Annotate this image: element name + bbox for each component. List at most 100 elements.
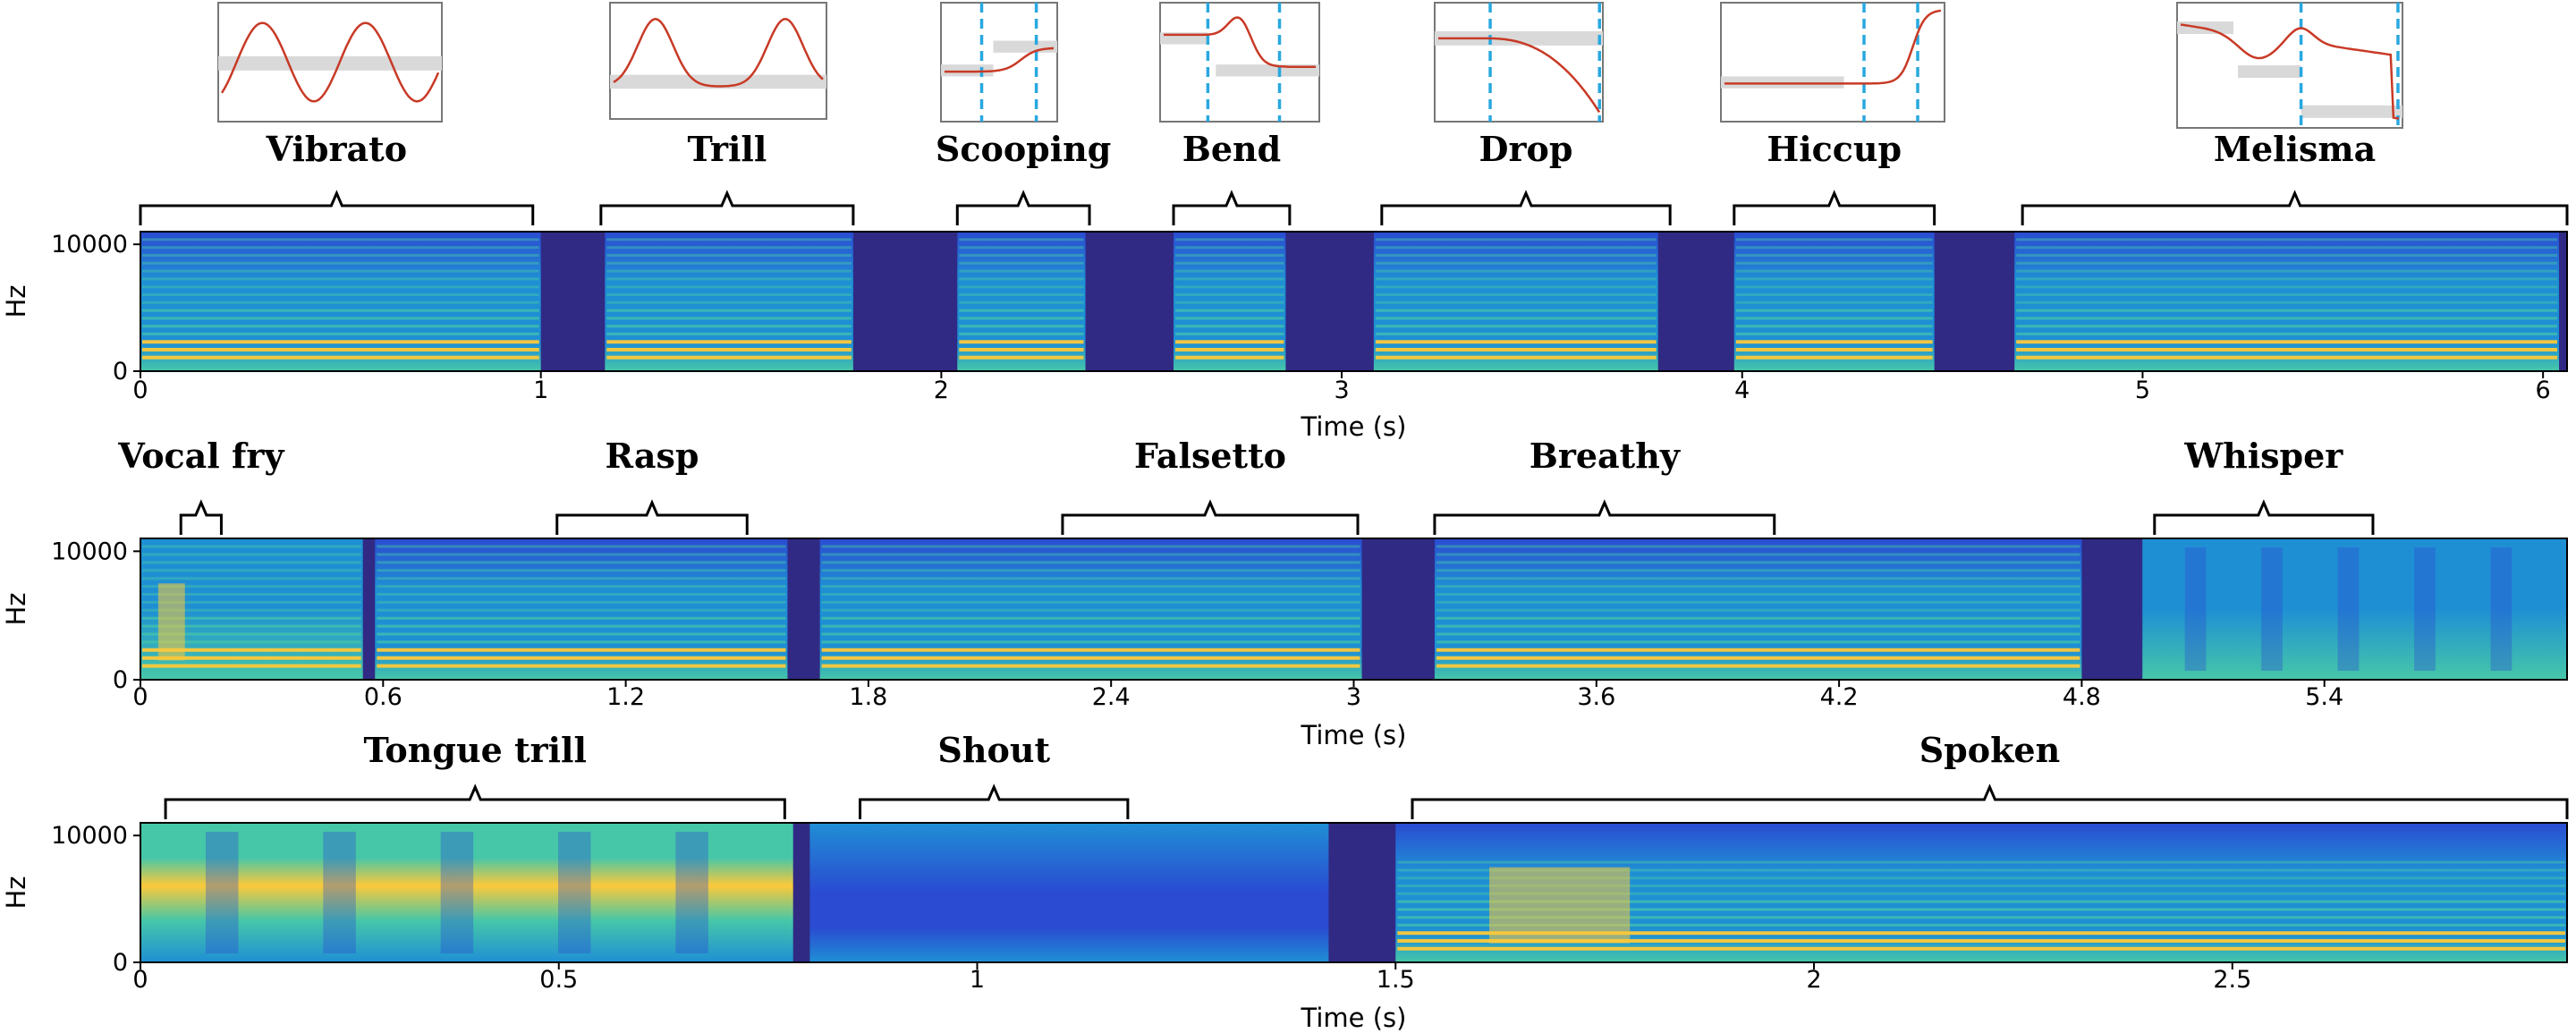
x-tick-label: 3 bbox=[1334, 377, 1349, 404]
segment-breathy bbox=[1434, 538, 2082, 680]
segment-shout bbox=[809, 823, 1329, 962]
segment-bend bbox=[1174, 232, 1286, 371]
pitch-contour bbox=[2180, 23, 2400, 120]
bracket-scooping bbox=[955, 190, 1091, 225]
y-tick-label: 10000 bbox=[51, 231, 128, 258]
thumbnail-scooping bbox=[940, 2, 1058, 123]
label-bend: Bend bbox=[1182, 129, 1282, 169]
segment-energy bbox=[140, 823, 793, 962]
label-breathy: Breathy bbox=[1530, 436, 1681, 476]
spectrogram-area bbox=[140, 538, 2567, 680]
segment-energy bbox=[819, 538, 1362, 680]
bracket-whisper bbox=[2153, 499, 2375, 535]
spectrogram-area bbox=[140, 232, 2560, 371]
pitch-contour bbox=[613, 17, 824, 88]
x-tick-label: 4.2 bbox=[1820, 683, 1859, 711]
label-whisper: Whisper bbox=[2183, 436, 2343, 476]
segment-drop bbox=[1373, 232, 1658, 371]
target-note-band bbox=[993, 40, 1057, 53]
x-tick-label: 1 bbox=[970, 966, 985, 994]
noise-stripe bbox=[205, 832, 239, 953]
segment-trill bbox=[605, 232, 853, 371]
y-tick-label: 0 bbox=[113, 666, 128, 694]
label-melisma: Melisma bbox=[2214, 129, 2376, 169]
formant-blob bbox=[1489, 867, 1631, 944]
y-tick-label: 10000 bbox=[51, 822, 128, 850]
x-tick-label: 0.6 bbox=[364, 683, 402, 711]
segment-rasp bbox=[375, 538, 788, 680]
bracket-trill bbox=[599, 190, 855, 225]
pitch-contour bbox=[1164, 16, 1316, 69]
x-tick-label: 2 bbox=[934, 377, 949, 404]
thumbnail-frame bbox=[940, 2, 1058, 123]
x-tick-label: 0.5 bbox=[539, 966, 578, 994]
bracket-shout bbox=[859, 783, 1130, 819]
label-spoken: Spoken bbox=[1919, 730, 2061, 770]
spectrogram-row-2: 0 10000 Hz 0 0.6 1.2 1.8 2.4 3 3.6 4.2 4.8 5.4 Time (… bbox=[1, 436, 2568, 750]
spectrogram-area bbox=[140, 823, 2567, 962]
target-note-band bbox=[610, 74, 826, 89]
spectrogram-row-1: 0 10000 Hz 0 1 2 3 4 5 6 Time (s) Vibrato Trill Scoop… bbox=[1, 129, 2569, 442]
target-note-band bbox=[1721, 76, 1844, 89]
thumbnail-frame bbox=[1159, 2, 1320, 123]
x-tick-label: 3 bbox=[1346, 683, 1361, 711]
bracket-hiccup bbox=[1733, 190, 1936, 225]
formant-blob bbox=[157, 583, 185, 661]
segment-energy bbox=[375, 538, 788, 680]
segment-energy bbox=[809, 823, 1329, 962]
y-tick-label: 0 bbox=[113, 949, 128, 977]
bracket-drop bbox=[1380, 190, 1672, 225]
axes-frame bbox=[140, 231, 2568, 372]
x-tick-label: 1.5 bbox=[1377, 966, 1415, 994]
x-tick-label: 1 bbox=[533, 377, 548, 404]
x-tick-label: 2.5 bbox=[2213, 966, 2251, 994]
y-axis-label: Hz bbox=[1, 284, 31, 318]
noise-stripe bbox=[558, 832, 591, 953]
x-tick-label: 0 bbox=[132, 377, 148, 404]
thumbnail-frame bbox=[1434, 2, 1604, 123]
bracket-vocal-fry bbox=[179, 499, 223, 535]
segment-whisper bbox=[2142, 538, 2567, 680]
noise-stripe bbox=[2414, 547, 2436, 671]
target-note-band bbox=[2301, 105, 2402, 118]
thumbnail-bend bbox=[1159, 2, 1320, 123]
label-drop: Drop bbox=[1479, 129, 1573, 169]
thumbnail-hiccup bbox=[1720, 2, 1945, 123]
target-note-band bbox=[2238, 65, 2301, 78]
thumbnail-frame bbox=[609, 2, 827, 120]
bracket-breathy bbox=[1433, 499, 1776, 535]
bracket-bend bbox=[1172, 190, 1292, 225]
noise-stripe bbox=[675, 832, 708, 953]
target-note-band bbox=[218, 55, 442, 71]
pitch-contour bbox=[1438, 37, 1601, 114]
segment-melisma bbox=[2014, 232, 2560, 371]
contour-thumbnails bbox=[217, 2, 2403, 129]
noise-stripe bbox=[2337, 547, 2360, 671]
bracket-vibrato bbox=[139, 190, 535, 225]
x-tick-label: 2 bbox=[1806, 966, 1821, 994]
x-tick-label: 1.8 bbox=[849, 683, 887, 711]
axes-frame bbox=[140, 822, 2568, 963]
x-tick-label: 5.4 bbox=[2305, 683, 2343, 711]
x-axis-label: Time (s) bbox=[1301, 411, 1407, 442]
segment-hiccup bbox=[1733, 232, 1935, 371]
y-tick-label: 0 bbox=[113, 358, 128, 385]
x-tick-label: 6 bbox=[2536, 377, 2551, 404]
x-tick-label: 5 bbox=[2135, 377, 2150, 404]
bracket-rasp bbox=[555, 499, 749, 535]
label-vibrato: Vibrato bbox=[266, 129, 407, 169]
segment-energy bbox=[2142, 538, 2567, 680]
thumbnail-melisma bbox=[2176, 2, 2403, 129]
pitch-contour bbox=[1724, 9, 1942, 85]
noise-stripe bbox=[2261, 547, 2283, 671]
label-tongue-trill: Tongue trill bbox=[364, 730, 587, 770]
bracket-melisma bbox=[2021, 190, 2569, 225]
label-trill: Trill bbox=[687, 129, 767, 169]
label-shout: Shout bbox=[937, 730, 1050, 770]
segment-vibrato bbox=[140, 232, 541, 371]
noise-stripe bbox=[2490, 547, 2512, 671]
label-hiccup: Hiccup bbox=[1767, 129, 1902, 169]
noise-stripe bbox=[440, 832, 474, 953]
x-tick-label: 4 bbox=[1734, 377, 1750, 404]
